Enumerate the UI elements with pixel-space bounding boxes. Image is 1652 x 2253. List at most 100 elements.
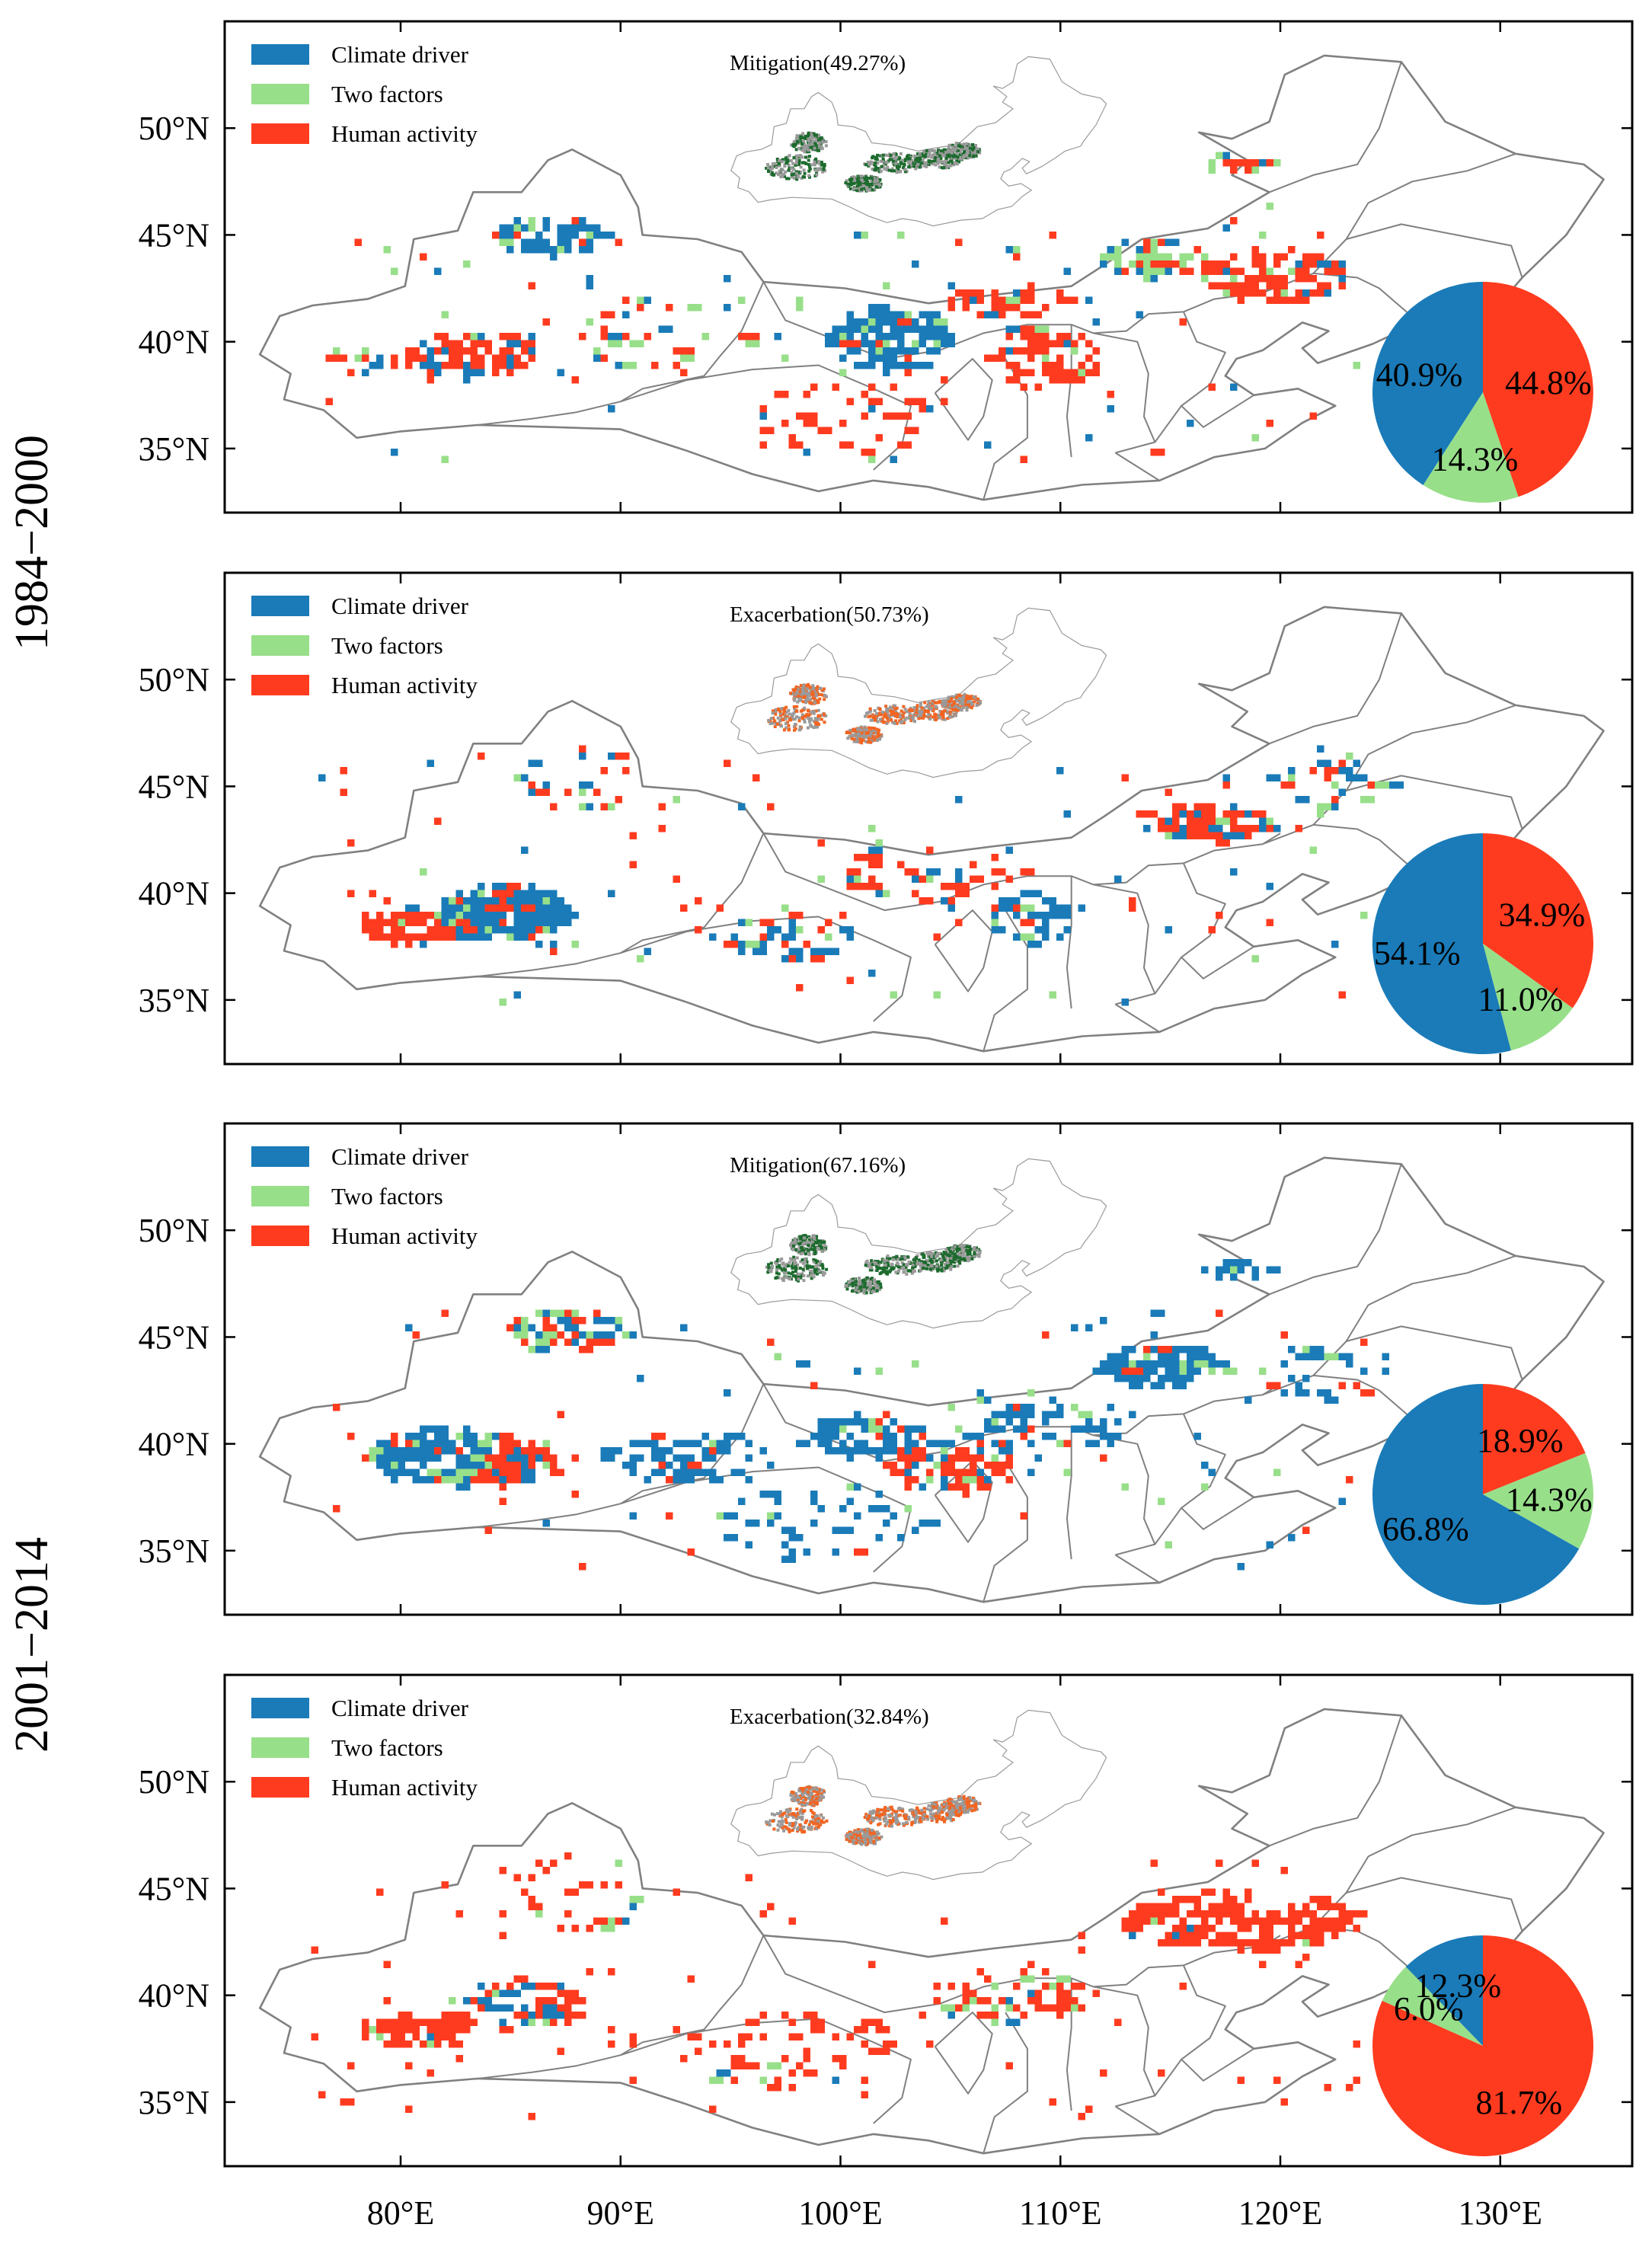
driver-pixel [1129,904,1136,912]
inset-pixel [915,711,919,714]
inset-pixel [858,734,861,738]
inset-pixel [907,160,910,164]
inset-pixel [802,695,806,699]
inset-pixel [947,700,951,704]
driver-pixel [687,1476,695,1484]
driver-pixel [492,926,500,934]
driver-pixel [542,1309,550,1317]
inset-pixel [886,717,890,721]
driver-pixel [513,1476,521,1484]
driver-pixel [629,1512,637,1520]
driver-pixel [484,926,492,934]
driver-pixel [941,325,948,333]
driver-pixel [904,1425,912,1433]
driver-pixels [325,152,1360,463]
driver-pixel [550,246,558,254]
driver-pixel [1179,1375,1187,1382]
driver-pixel [1085,369,1100,376]
driver-pixel [1208,1468,1216,1476]
inset-pixel [924,710,928,713]
driver-pixel [420,253,427,260]
driver-pixel [1201,1353,1216,1360]
driver-pixel [788,441,804,449]
driver-pixel [1230,868,1238,876]
driver-pixel [463,933,471,941]
driver-pixel [846,1497,854,1505]
inset-pixel [959,708,963,711]
driver-pixel [1063,904,1071,912]
driver-pixel [441,1468,449,1476]
driver-pixel [420,1440,427,1447]
inset-pixel [810,142,813,146]
driver-pixel [1201,803,1209,810]
driver-pixel [825,1447,839,1455]
driver-pixel [1222,810,1230,818]
driver-pixel [991,904,999,912]
driver-pixel [970,1454,977,1462]
legend-label: Climate driver [331,593,469,619]
driver-pixel [1150,253,1165,260]
driver-pixel [463,1425,471,1433]
inset-pixel [805,694,809,698]
driver-pixel [919,1520,926,1527]
inset-pixel [927,710,931,714]
inset-pixel [882,721,886,724]
driver-pixel [398,912,405,919]
inset-pixel [943,1263,947,1267]
driver-pixel [513,774,521,781]
driver-pixel [890,1418,897,1426]
inset-pixel [810,701,813,705]
driver-pixel [724,941,738,948]
driver-pixel [1216,825,1223,832]
driver-pixel [600,232,615,239]
inset-pixel [815,701,819,705]
driver-pixel [1143,260,1151,268]
driver-pixel [825,1440,832,1447]
inset-pixel [931,1251,935,1255]
inset-pixel [794,158,798,161]
driver-pixel [1193,810,1201,818]
inset-pixel [872,176,876,180]
inset-pixel [932,707,936,711]
driver-pixel [687,1454,695,1462]
driver-pixel [383,919,391,926]
driver-pixel [991,1411,1006,1418]
inset-pixel [792,705,796,708]
inset-pixel [855,1280,858,1283]
inset-pixel [816,698,820,702]
driver-pixel [455,926,463,934]
driver-pixel [759,948,767,955]
driver-pixel [427,1454,434,1462]
driver-pixel [586,238,593,246]
driver-pixel [455,340,463,347]
driver-pixel [383,1454,391,1462]
inset-pixel [877,728,880,732]
driver-pixel [803,449,810,456]
inset-pixel [976,701,979,705]
driver-pixel [1251,955,1259,963]
inset-pixel [852,176,856,179]
driver-pixel [1302,1353,1317,1360]
driver-pixel [1230,282,1238,289]
inset-pixel [784,161,788,165]
driver-pixel [1259,1367,1267,1375]
inset-pixel [851,1284,855,1288]
inset-pixel [906,154,910,158]
inset-pixel [878,1266,881,1270]
driver-pixel [1158,817,1165,825]
inset-pixel [799,136,803,140]
driver-pixel [535,1454,543,1462]
inset-pixel [801,132,805,136]
inset-pixel [800,713,804,717]
driver-pixel [521,224,529,232]
inset-pixel [815,1235,819,1238]
driver-pixel [441,912,449,919]
inset-pixel [923,1261,927,1264]
inset-pixel [951,714,954,718]
driver-pixel [521,1468,535,1476]
inset-pixel [823,1271,826,1275]
inset-pixel [907,1261,911,1264]
inset-pixel [953,1264,957,1268]
driver-pixel [926,1476,934,1484]
panel-title: Exacerbation(50.73%) [730,602,929,627]
